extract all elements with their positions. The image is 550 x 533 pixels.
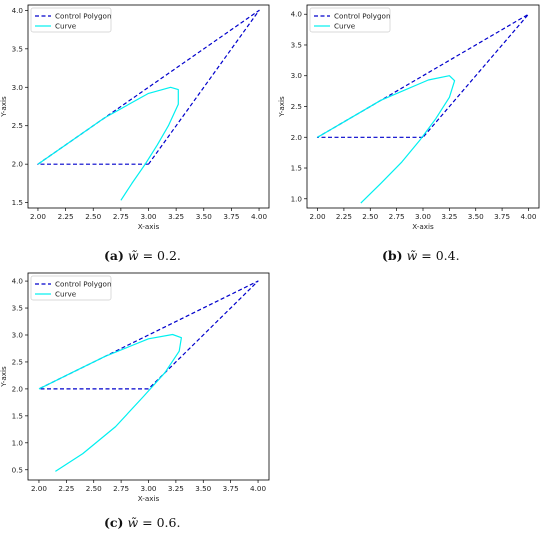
c-xtick-label: 3.25 — [168, 484, 184, 493]
a-y-axis-label: Y-axis — [0, 96, 8, 118]
caption-b: (b) w̃ = 0.4. — [382, 248, 460, 263]
c-xtick-label: 2.25 — [58, 484, 74, 493]
caption-c-text: = 0.6. — [142, 515, 181, 530]
a-xtick-label: 4.00 — [251, 212, 267, 221]
b-xtick-label: 3.00 — [415, 212, 431, 221]
a-legend-label-control: Control Polygon — [55, 12, 112, 21]
panel-c: 2.00 2.25 2.50 2.75 3.00 3.25 3.50 3.75 4.00 0.5 1… — [0, 268, 280, 503]
c-xtick-label: 3.00 — [140, 484, 156, 493]
a-xtick-label: 3.50 — [196, 212, 212, 221]
c-xtick-label: 3.75 — [223, 484, 239, 493]
a-ytick-label: 2.0 — [12, 160, 24, 169]
c-ytick-label: 0.5 — [12, 465, 23, 474]
caption-b-text: = 0.4. — [421, 248, 460, 263]
c-xtick-label: 2.00 — [31, 484, 47, 493]
a-xtick-label: 2.50 — [85, 212, 101, 221]
c-plot-frame — [27, 272, 270, 481]
a-ytick-label: 3.0 — [12, 83, 24, 92]
b-xtick-label: 2.50 — [362, 212, 378, 221]
b-ytick-label: 4.0 — [291, 10, 303, 19]
b-xtick-label: 2.25 — [336, 212, 352, 221]
b-curve-line — [317, 75, 456, 204]
a-ytick-label: 3.5 — [12, 44, 23, 53]
b-ytick-label: 2.0 — [291, 133, 303, 142]
c-xtick-label: 4.00 — [250, 484, 266, 493]
b-ytick-label: 3.5 — [291, 40, 302, 49]
b-xtick-label: 3.25 — [441, 212, 457, 221]
caption-a-text: = 0.2. — [142, 248, 181, 263]
b-xtick-label: 2.75 — [389, 212, 405, 221]
c-ytick-label: 1.0 — [12, 438, 24, 447]
b-xtick-label: 2.00 — [310, 212, 326, 221]
b-ytick-label: 1.5 — [291, 164, 302, 173]
b-xtick-label: 3.50 — [468, 212, 484, 221]
a-x-axis-label: X-axis — [138, 222, 160, 231]
b-xtick-label: 3.75 — [494, 212, 510, 221]
c-ytick-label: 4.0 — [12, 277, 24, 286]
a-ytick-label: 1.5 — [12, 198, 23, 207]
a-xtick-label: 2.75 — [113, 212, 129, 221]
c-xtick-label: 3.50 — [195, 484, 211, 493]
b-y-axis-label: Y-axis — [277, 96, 286, 118]
caption-b-label: (b) — [382, 248, 403, 263]
chart-b: 2.00 2.25 2.50 2.75 3.00 3.25 3.50 3.75 4.00 1.0 1… — [277, 4, 540, 231]
c-ytick-label: 3.5 — [12, 304, 23, 313]
caption-b-symbol: w̃ — [406, 248, 418, 263]
a-xtick-label: 2.25 — [58, 212, 74, 221]
b-control-polygon-line — [316, 13, 530, 138]
c-y-axis-label: Y-axis — [0, 366, 8, 388]
a-legend-label-curve: Curve — [55, 22, 77, 31]
caption-c: (c) w̃ = 0.6. — [104, 515, 180, 530]
b-legend-label-curve: Curve — [334, 22, 356, 31]
caption-a-label: (a) — [104, 248, 124, 263]
a-curve-line — [37, 86, 179, 201]
b-x-axis-label: X-axis — [412, 222, 434, 231]
c-xtick-label: 2.50 — [86, 484, 102, 493]
c-legend-label-curve: Curve — [55, 290, 77, 299]
c-ytick-label: 2.5 — [12, 357, 23, 366]
c-xtick-label: 2.75 — [113, 484, 129, 493]
b-ytick-label: 1.0 — [291, 194, 303, 203]
b-ytick-label: 2.5 — [291, 102, 302, 111]
c-ytick-label: 1.5 — [12, 411, 23, 420]
chart-a: 2.00 2.25 2.50 2.75 3.00 3.25 3.50 3.75 4.00 1.5 2… — [0, 4, 270, 231]
caption-a: (a) w̃ = 0.2. — [104, 248, 181, 263]
a-xtick-label: 2.00 — [30, 212, 46, 221]
c-ytick-label: 3.0 — [12, 330, 24, 339]
chart-c: 2.00 2.25 2.50 2.75 3.00 3.25 3.50 3.75 4.00 0.5 1… — [0, 272, 270, 503]
panel-a: 2.00 2.25 2.50 2.75 3.00 3.25 3.50 3.75 4.00 1.5 2… — [0, 0, 280, 231]
b-xtick-label: 4.00 — [520, 212, 536, 221]
b-plot-frame — [306, 4, 540, 209]
c-ytick-label: 2.0 — [12, 384, 24, 393]
b-ytick-label: 3.0 — [291, 71, 303, 80]
caption-c-symbol: w̃ — [127, 515, 139, 530]
caption-c-label: (c) — [104, 515, 124, 530]
c-legend-label-control: Control Polygon — [55, 280, 112, 289]
a-control-polygon-line — [37, 9, 260, 165]
a-xtick-label: 3.00 — [140, 212, 156, 221]
c-x-axis-label: X-axis — [138, 494, 160, 503]
a-xtick-label: 3.75 — [223, 212, 239, 221]
a-xtick-label: 3.25 — [168, 212, 184, 221]
c-control-polygon-line — [38, 280, 259, 390]
a-ytick-label: 4.0 — [12, 6, 24, 15]
caption-a-symbol: w̃ — [127, 248, 139, 263]
c-curve-line — [38, 333, 182, 472]
a-ytick-label: 2.5 — [12, 121, 23, 130]
b-legend-label-control: Control Polygon — [334, 12, 391, 21]
panel-b: 2.00 2.25 2.50 2.75 3.00 3.25 3.50 3.75 4.00 1.0 1… — [277, 0, 550, 231]
a-plot-frame — [27, 4, 270, 209]
